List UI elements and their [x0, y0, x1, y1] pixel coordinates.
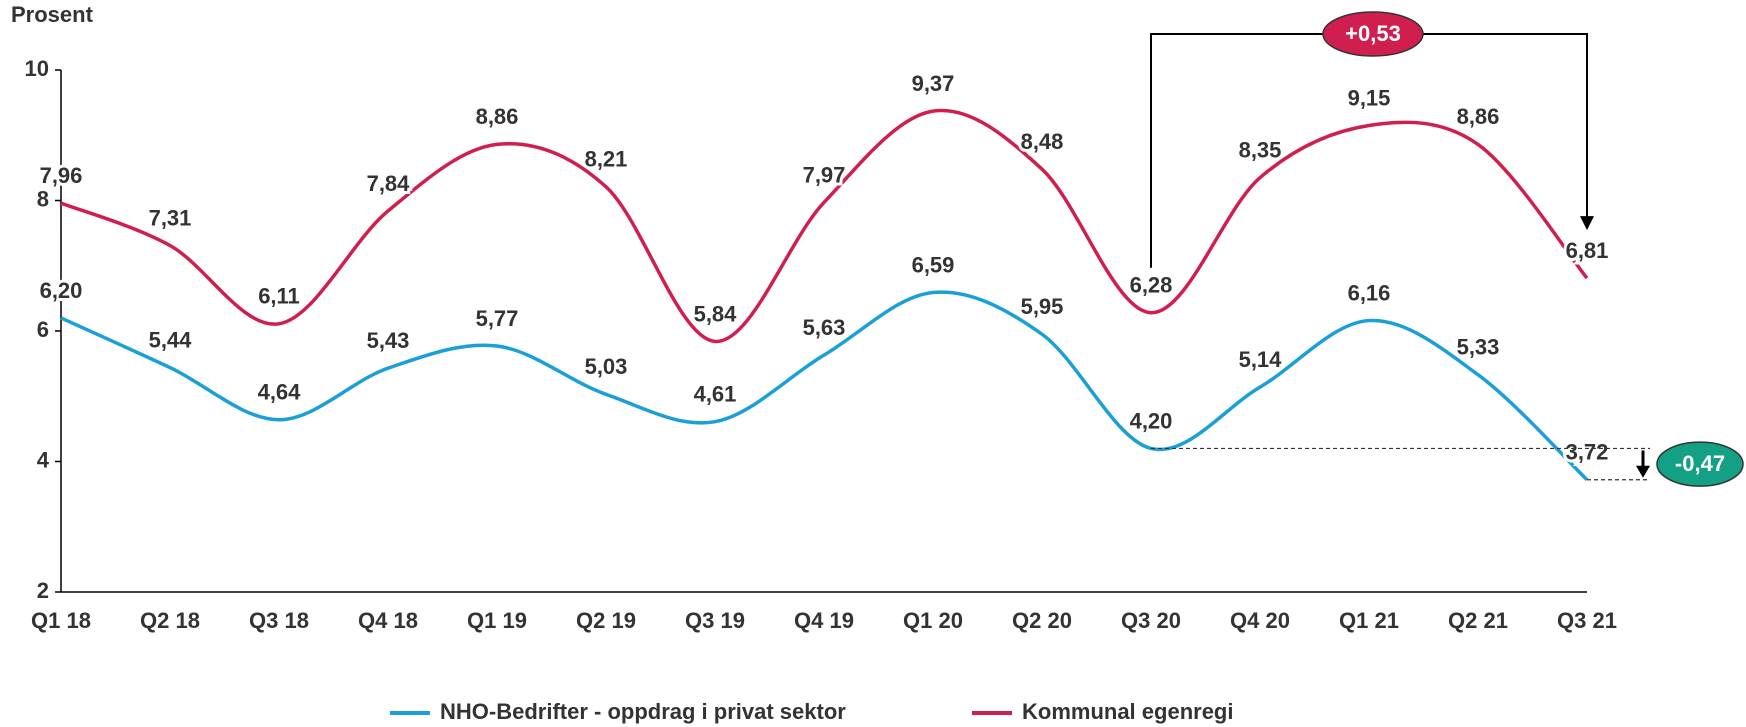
y-tick-label: 6 [37, 317, 49, 342]
legend-label: Kommunal egenregi [1022, 699, 1233, 724]
data-label: 6,11 [258, 284, 300, 309]
annotation-badge [1656, 441, 1744, 487]
x-tick-label: Q4 18 [358, 608, 418, 633]
x-tick-label: Q2 18 [140, 608, 200, 633]
data-label: 5,33 [1457, 335, 1500, 360]
data-label: 8,86 [476, 104, 519, 129]
data-label: 6,28 [1130, 273, 1173, 298]
y-axis-label: Prosent [11, 2, 94, 27]
data-label: 7,84 [367, 171, 411, 196]
data-label: 6,59 [912, 252, 955, 277]
data-label: 6,20 [40, 278, 83, 303]
series-line [60, 290, 1589, 482]
x-tick-label: Q3 18 [249, 608, 309, 633]
x-tick-label: Q4 19 [794, 608, 854, 633]
data-label: 4,61 [694, 382, 737, 407]
x-tick-label: Q4 20 [1230, 608, 1290, 633]
data-label: 8,35 [1239, 137, 1282, 162]
data-label: 8,86 [1457, 104, 1500, 129]
x-tick-label: Q3 21 [1557, 608, 1617, 633]
x-tick-label: Q1 19 [467, 608, 527, 633]
data-label: 8,21 [585, 147, 628, 172]
data-label: 5,63 [803, 315, 846, 340]
data-label: 5,14 [1239, 347, 1283, 372]
y-tick-label: 2 [37, 578, 49, 603]
series-line [60, 108, 1589, 344]
y-tick-label: 8 [37, 186, 49, 211]
data-label: 9,15 [1348, 85, 1391, 110]
y-tick-label: 10 [25, 56, 49, 81]
data-label: 6,81 [1566, 238, 1609, 263]
annotation-arrow [1636, 465, 1650, 478]
data-label: 3,72 [1566, 440, 1609, 465]
annotation-arrow [1580, 216, 1594, 231]
data-label: 5,03 [585, 354, 628, 379]
x-tick-label: Q1 20 [903, 608, 963, 633]
x-tick-label: Q2 21 [1448, 608, 1508, 633]
data-label: 5,44 [149, 327, 193, 352]
annotation-text: -0,47 [1675, 451, 1725, 476]
annotation-badge [1322, 11, 1424, 57]
data-label: 5,84 [694, 301, 738, 326]
x-tick-label: Q1 21 [1339, 608, 1399, 633]
x-tick-label: Q2 19 [576, 608, 636, 633]
data-label: 7,97 [803, 162, 846, 187]
data-label: 9,37 [912, 71, 955, 96]
x-tick-label: Q3 19 [685, 608, 745, 633]
annotation-text: +0,53 [1345, 21, 1401, 46]
annotation-bracket [1150, 33, 1588, 268]
data-label: 6,16 [1348, 280, 1391, 305]
data-label: 5,43 [367, 328, 410, 353]
legend-label: NHO-Bedrifter - oppdrag i privat sektor [440, 699, 846, 724]
y-tick-label: 4 [37, 447, 50, 472]
x-tick-label: Q1 18 [31, 608, 91, 633]
data-label: 5,77 [476, 306, 519, 331]
data-label: 4,64 [258, 380, 302, 405]
data-label: 4,20 [1130, 408, 1173, 433]
data-label: 7,31 [149, 205, 192, 230]
x-tick-label: Q3 20 [1121, 608, 1181, 633]
data-label: 5,95 [1021, 294, 1064, 319]
x-tick-label: Q2 20 [1012, 608, 1072, 633]
data-label: 7,96 [40, 163, 83, 188]
data-label: 8,48 [1021, 129, 1064, 154]
